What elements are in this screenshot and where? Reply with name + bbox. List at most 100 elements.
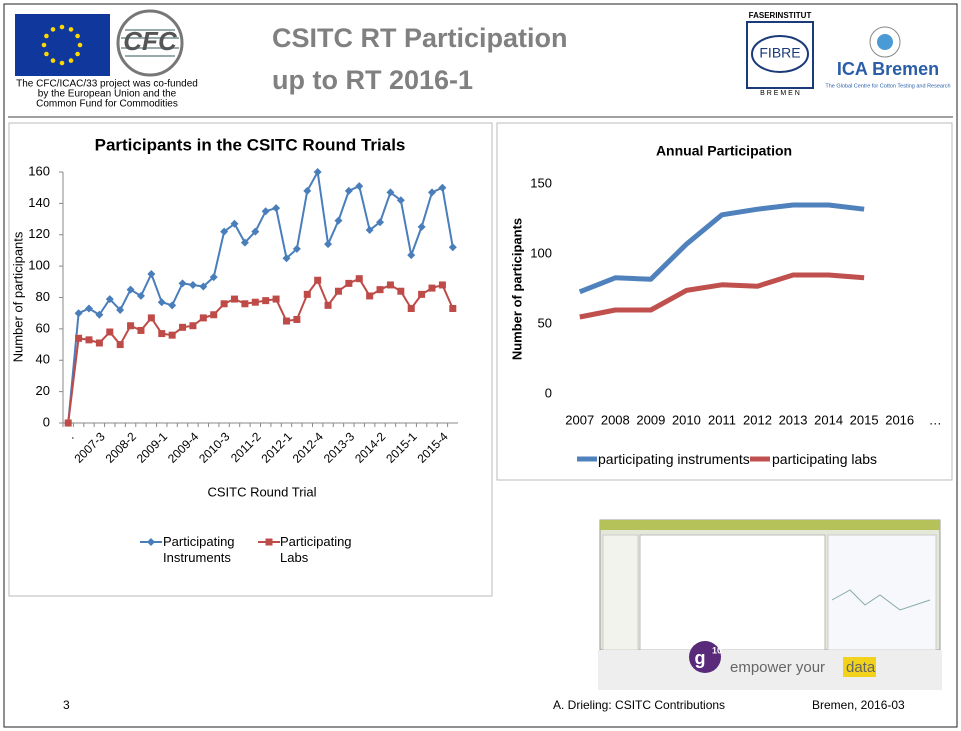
data-point xyxy=(386,281,394,289)
data-point xyxy=(240,238,249,247)
data-point xyxy=(251,227,260,236)
image-logo-sup: 10 xyxy=(712,645,722,655)
data-point xyxy=(396,196,405,205)
data-point xyxy=(438,183,447,192)
data-point xyxy=(791,203,795,207)
data-point xyxy=(314,276,322,284)
y-tick-label: 0 xyxy=(43,414,50,429)
data-point xyxy=(241,300,249,308)
y-tick-label: 160 xyxy=(28,163,50,178)
data-point xyxy=(303,290,311,298)
data-point xyxy=(355,182,364,191)
data-point xyxy=(293,315,301,323)
data-point xyxy=(95,310,104,319)
data-point xyxy=(355,275,363,283)
data-point xyxy=(324,240,333,249)
data-point xyxy=(438,281,446,289)
data-point xyxy=(85,336,93,344)
eu-star xyxy=(75,51,80,57)
data-point xyxy=(178,279,187,288)
eu-stars xyxy=(41,24,83,66)
eu-star xyxy=(68,58,74,63)
series-line xyxy=(579,272,865,320)
x-axis-title: CSITC Round Trial xyxy=(207,484,316,499)
data-point xyxy=(210,311,218,319)
chart-frame xyxy=(496,122,953,481)
image-slogan-highlight: data xyxy=(846,659,876,676)
y-tick-label: 80 xyxy=(36,289,50,304)
data-point xyxy=(827,273,831,277)
cfc-stripes xyxy=(121,29,179,57)
data-point xyxy=(272,295,280,303)
data-point xyxy=(334,287,342,295)
slide-title: CSITC RT Participation xyxy=(272,23,568,53)
fibre-center: FIBRE xyxy=(759,45,800,61)
y-tick-label: 140 xyxy=(28,195,50,210)
y-tick-label: 20 xyxy=(36,383,50,398)
data-point xyxy=(220,227,229,236)
cofund-note: Common Fund for Commodities xyxy=(36,99,178,110)
data-point xyxy=(449,304,457,312)
data-point xyxy=(127,322,135,330)
data-point xyxy=(147,314,155,322)
data-point xyxy=(366,292,374,300)
x-tick-label: 2007 xyxy=(565,412,594,427)
legend-marker xyxy=(265,538,273,546)
data-point xyxy=(64,419,72,427)
data-point xyxy=(106,328,114,336)
data-point xyxy=(324,301,332,309)
data-point xyxy=(282,317,290,325)
eu-star xyxy=(41,42,47,48)
data-point xyxy=(376,286,384,294)
data-point xyxy=(105,295,114,304)
y-tick-label: 60 xyxy=(36,320,50,335)
x-tick-label: 2010 xyxy=(672,412,701,427)
ica-tagline: The Global Centre for Cotton Testing and… xyxy=(825,83,950,89)
data-point xyxy=(684,242,688,246)
x-tick-label: 2014 xyxy=(814,412,843,427)
data-point xyxy=(209,273,218,282)
data-point xyxy=(365,226,374,235)
x-tick-label: 2011 xyxy=(708,412,736,427)
page-number: 3 xyxy=(63,698,70,712)
data-point xyxy=(75,334,83,342)
data-point xyxy=(158,330,166,338)
fibre-oval xyxy=(751,35,809,73)
y-tick-label: 120 xyxy=(28,226,50,241)
data-point xyxy=(95,339,103,347)
data-point xyxy=(189,322,197,330)
data-point xyxy=(345,279,353,287)
eu-star xyxy=(68,27,74,32)
x-tick-label: 2008 xyxy=(601,412,630,427)
footer-date: Bremen, 2016-03 xyxy=(812,698,905,712)
footer-author: A. Drieling: CSITC Contributions xyxy=(553,698,725,712)
data-point xyxy=(116,341,124,349)
software-screenshot xyxy=(598,519,942,690)
data-point xyxy=(417,222,426,231)
data-point xyxy=(168,331,176,339)
x-tick-label: 2016 xyxy=(885,412,914,427)
data-point xyxy=(199,282,208,291)
data-point xyxy=(862,207,866,211)
eu-star xyxy=(59,60,65,66)
data-point xyxy=(334,216,343,225)
eu-star xyxy=(77,42,83,48)
y-axis-title: Number of participants xyxy=(509,218,524,360)
legend-marker xyxy=(147,538,155,546)
data-point xyxy=(791,273,795,277)
data-point xyxy=(649,308,653,312)
data-point xyxy=(261,207,270,216)
data-point xyxy=(136,291,145,300)
data-point xyxy=(428,284,436,292)
ica-name: ICA Bremen xyxy=(837,59,939,79)
data-point xyxy=(157,298,166,307)
x-tick-label: … xyxy=(929,412,942,427)
cfc-logo-text: CFC xyxy=(123,26,178,56)
eu-star xyxy=(59,24,65,30)
data-point xyxy=(116,306,125,315)
data-point xyxy=(397,287,405,295)
data-point xyxy=(578,290,582,294)
eu-star xyxy=(44,51,49,57)
